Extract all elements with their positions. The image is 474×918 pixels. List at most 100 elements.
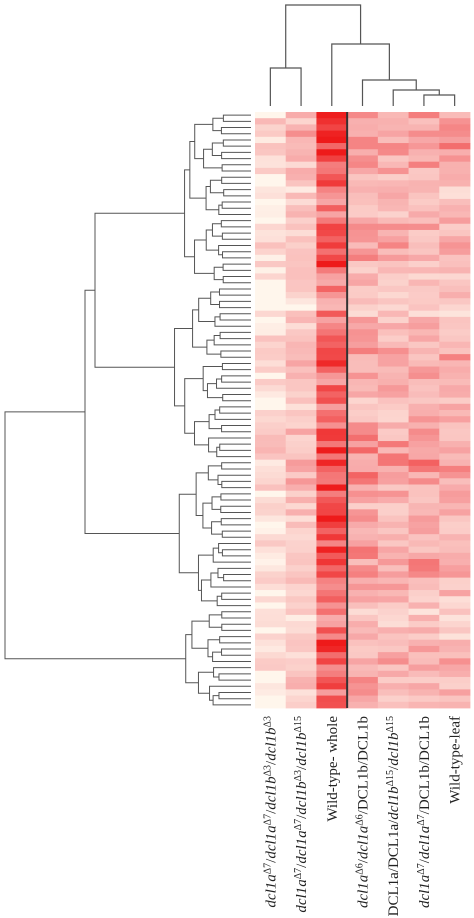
heatmap-cell [316,167,348,175]
row-dendrogram-branch [210,291,220,305]
heatmap-cell [347,192,379,200]
heatmap-cell [439,676,471,684]
heatmap-cell [255,248,287,256]
row-dendrogram-branch [4,411,186,660]
heatmap-cell [347,571,379,579]
heatmap-cell [255,515,287,523]
heatmap-cell [347,366,379,374]
row-dendrogram-branch [207,465,222,481]
row-dendrogram-branch [220,493,251,501]
heatmap-cell [439,310,471,318]
heatmap-cell [255,422,287,430]
heatmap-cell [408,683,440,690]
heatmap-cell [347,521,379,529]
heatmap-cell [377,689,409,696]
heatmap-cell [347,273,379,281]
heatmap-cell [255,174,287,181]
heatmap-cell [255,124,287,132]
column-label-c2: dcl1aΔ7/dcl1aΔ7/dcl1bΔ3/dcl1bΔ15 [293,716,310,913]
heatmap-cell [408,385,440,392]
heatmap-cell [255,701,287,709]
heatmap-cell [347,211,379,218]
heatmap-cell [316,546,348,554]
heatmap-cell [377,155,409,163]
heatmap-cell [316,186,348,194]
heatmap-cell [255,167,287,175]
heatmap-cell [377,652,409,659]
row-dendrogram-branch [218,288,251,296]
heatmap-cell [285,434,317,442]
heatmap-cell [316,341,348,349]
heatmap-cell [316,565,348,572]
row-dendrogram-branch [194,421,210,446]
heatmap-cell [316,217,348,225]
heatmap-cell [377,391,409,398]
heatmap-cell [347,229,379,237]
heatmap-cell [439,347,471,355]
heatmap-cell [439,434,471,442]
heatmap-cell [408,118,440,125]
heatmap-cell [439,174,471,181]
heatmap-cell [316,229,348,237]
row-dendrogram-branch [203,148,223,169]
row-dendrogram-branch [206,383,223,399]
heatmap-cell [316,447,348,454]
heatmap-cell [408,143,440,150]
heatmap-cell [255,149,287,156]
heatmap-cell [377,403,409,411]
heatmap-cell [255,242,287,249]
heatmap-cell [316,515,348,523]
heatmap-cell [377,161,409,169]
heatmap-cell [408,478,440,485]
heatmap-cell [255,261,287,268]
heatmap-cell [285,559,317,566]
heatmap-cell [377,590,409,597]
heatmap-cell [377,323,409,330]
heatmap-cell [408,552,440,560]
heatmap-cell [285,639,317,647]
heatmap-cell [377,503,409,510]
row-dendrogram-branch [218,204,251,215]
heatmap-cell [316,261,348,268]
heatmap-cell [408,248,440,256]
heatmap-cell [439,186,471,194]
heatmap-cell [377,329,409,336]
heatmap-cell [377,534,409,541]
heatmap-cell [255,521,287,529]
heatmap-cell [347,546,379,554]
heatmap-cell [285,267,317,274]
heatmap-cell [377,577,409,585]
heatmap-cell [377,211,409,218]
heatmap-cell [255,310,287,318]
heatmap-cell [408,428,440,436]
heatmap-cell [439,360,471,367]
heatmap-cell [377,149,409,156]
heatmap-cell [316,198,348,206]
heatmap-cell [439,633,471,641]
heatmap-cell [377,459,409,467]
heatmap-cell [255,217,287,225]
row-dendrogram-branch [222,114,251,122]
heatmap-cell [439,459,471,467]
heatmap-cell [377,242,409,249]
row-dendrogram-branch [216,595,251,607]
heatmap-cell [316,323,348,330]
heatmap-cell [347,416,379,423]
column-label-c7: Wild-type-leaf [448,716,464,804]
heatmap-cell [377,223,409,231]
heatmap-cell [347,490,379,498]
heatmap-cell [377,484,409,492]
heatmap-cell [316,689,348,696]
heatmap-cell [316,155,348,163]
heatmap-cell [316,124,348,132]
heatmap-cell [316,236,348,243]
heatmap-cell [408,360,440,367]
heatmap-cell [255,614,287,622]
row-dendrogram-branch [219,331,251,340]
heatmap-cell [316,335,348,343]
heatmap-cell [285,391,317,398]
heatmap-cell [439,416,471,423]
row-dendrogram-branch [191,620,210,649]
heatmap-cell [285,167,317,175]
heatmap-cell [347,534,379,541]
